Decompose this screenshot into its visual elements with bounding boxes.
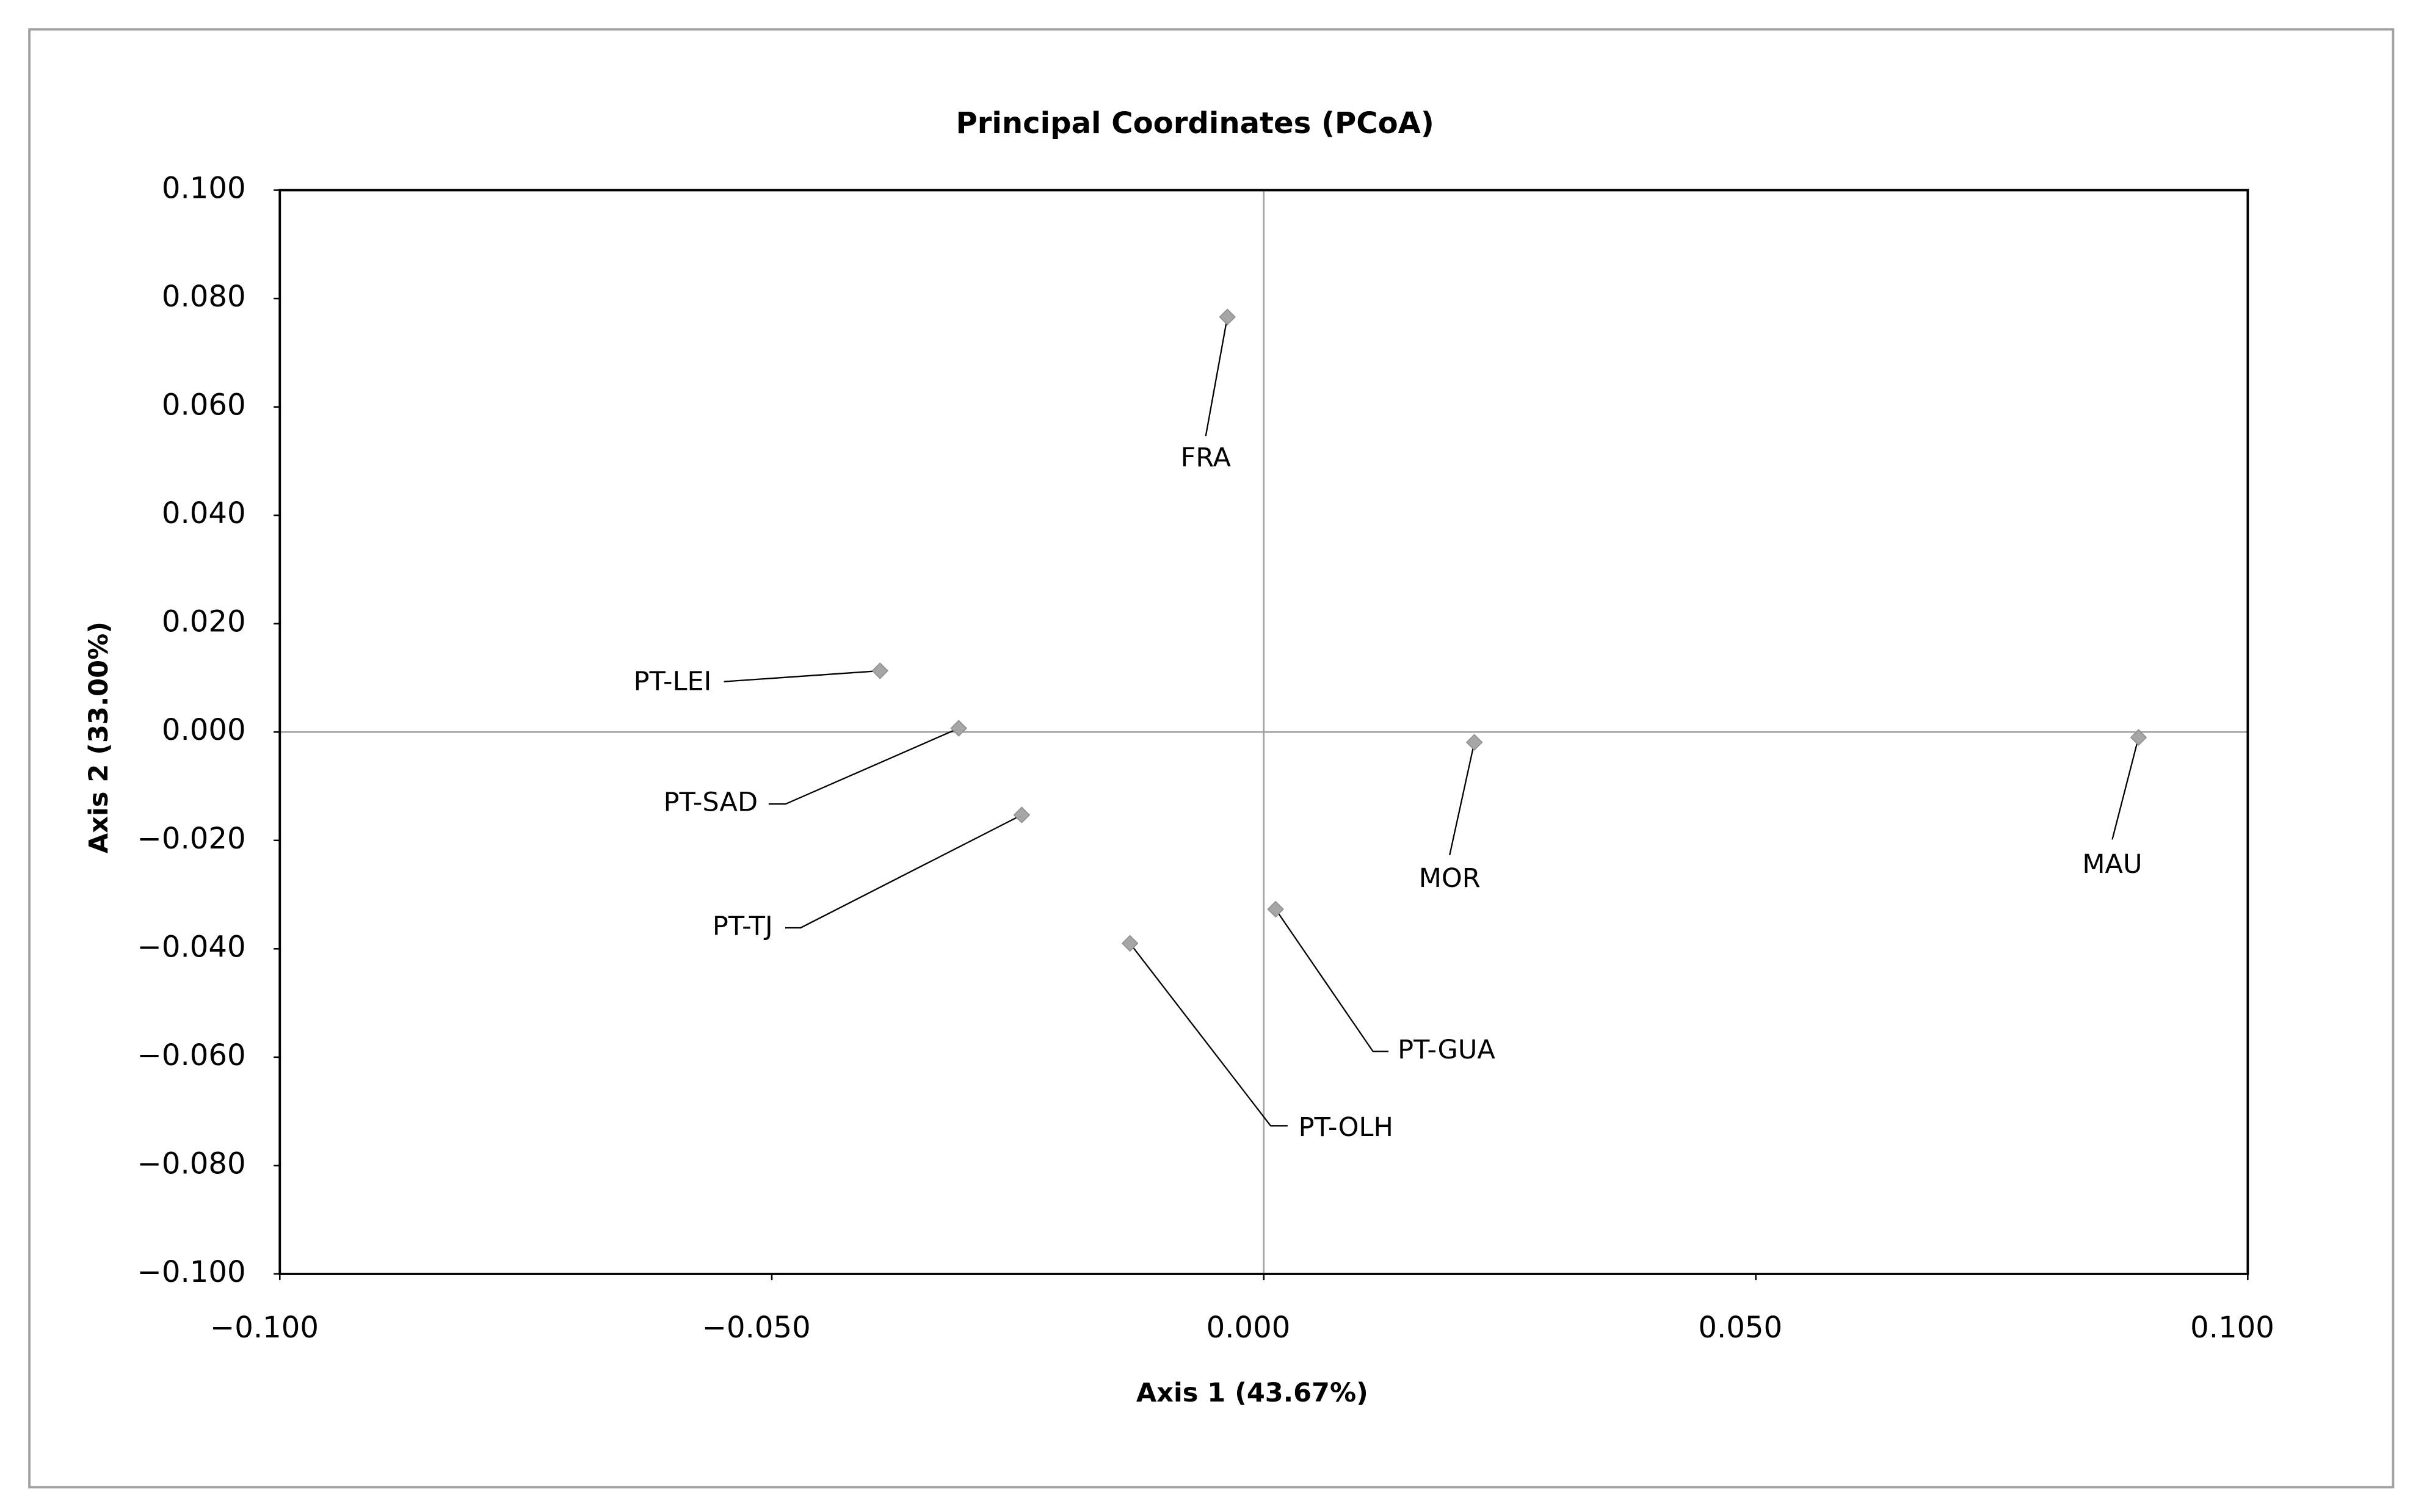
y-tick-label: −0.100: [137, 1255, 246, 1289]
point: [1219, 308, 1236, 325]
y-tick-label: 0.080: [162, 280, 246, 314]
y-tick-label: 0.100: [162, 172, 246, 206]
y-tick-label: 0.060: [162, 388, 246, 422]
chart-title: Principal Coordinates (PCoA): [956, 106, 1434, 140]
y-tick-label: −0.080: [137, 1146, 246, 1181]
point-label: PT-SAD: [664, 787, 758, 818]
point: [1465, 734, 1483, 751]
x-tick-label: 0.050: [1698, 1311, 1782, 1345]
leader-line: [785, 814, 1022, 929]
y-axis-label: Axis 2 (33.00%): [84, 621, 114, 853]
leader-line: [1449, 742, 1475, 856]
y-tick-label: −0.060: [137, 1038, 246, 1073]
leader-line: [1129, 942, 1288, 1127]
point: [871, 662, 889, 679]
x-tick-label: −0.100: [210, 1311, 319, 1345]
x-tick-label: 0.000: [1207, 1311, 1291, 1345]
point: [1267, 900, 1284, 918]
leader-line: [724, 670, 880, 682]
chart-border: [28, 28, 2395, 1489]
point-label: MAU: [2082, 849, 2142, 880]
point-label: MOR: [1419, 863, 1481, 894]
leader-line: [1205, 317, 1228, 436]
y-tick-label: 0.040: [162, 496, 246, 530]
x-tick-label: −0.050: [702, 1311, 811, 1345]
leader-line: [2111, 737, 2139, 840]
leader-line: [1275, 908, 1388, 1052]
y-tick-label: −0.040: [137, 930, 246, 964]
point-label: PT-LEI: [634, 667, 712, 697]
x-axis-label: Axis 1 (43.67%): [1136, 1378, 1368, 1408]
point: [950, 720, 967, 737]
point-label: FRA: [1181, 443, 1232, 473]
y-tick-label: −0.020: [137, 822, 246, 856]
x-tick-label: 0.100: [2190, 1311, 2274, 1345]
point: [1013, 806, 1031, 823]
point-label: PT-OLH: [1299, 1112, 1393, 1143]
point-label: PT-GUA: [1398, 1035, 1495, 1065]
point: [1121, 935, 1139, 952]
y-tick-label: 0.000: [162, 713, 246, 747]
point: [2130, 729, 2147, 746]
point-label: PT-TJ: [713, 911, 773, 941]
y-tick-label: 0.020: [162, 605, 246, 639]
leader-line: [768, 727, 959, 805]
